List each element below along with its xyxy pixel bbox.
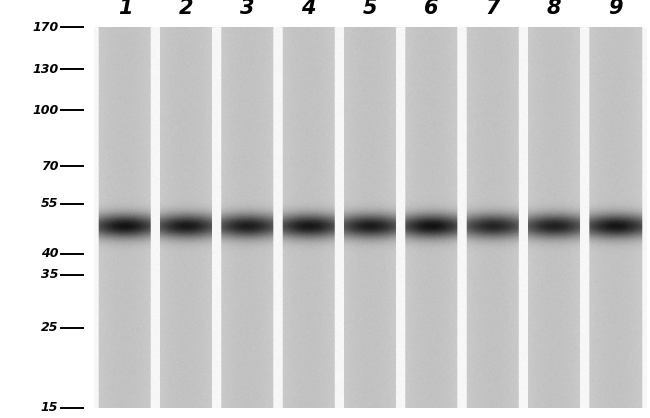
Text: 70: 70 <box>41 160 58 173</box>
Text: 15: 15 <box>41 401 58 414</box>
Text: 35: 35 <box>41 268 58 281</box>
Text: 2: 2 <box>179 0 194 18</box>
Text: 7: 7 <box>486 0 500 18</box>
Text: 55: 55 <box>41 197 58 211</box>
Text: 1: 1 <box>118 0 132 18</box>
Text: 100: 100 <box>32 104 58 117</box>
Text: 170: 170 <box>32 20 58 34</box>
Text: 9: 9 <box>608 0 623 18</box>
Text: 5: 5 <box>363 0 377 18</box>
Text: 8: 8 <box>547 0 561 18</box>
Text: 40: 40 <box>41 247 58 260</box>
Text: 25: 25 <box>41 321 58 334</box>
Text: 3: 3 <box>240 0 255 18</box>
Text: 4: 4 <box>302 0 316 18</box>
Text: 6: 6 <box>424 0 439 18</box>
Text: 130: 130 <box>32 63 58 76</box>
